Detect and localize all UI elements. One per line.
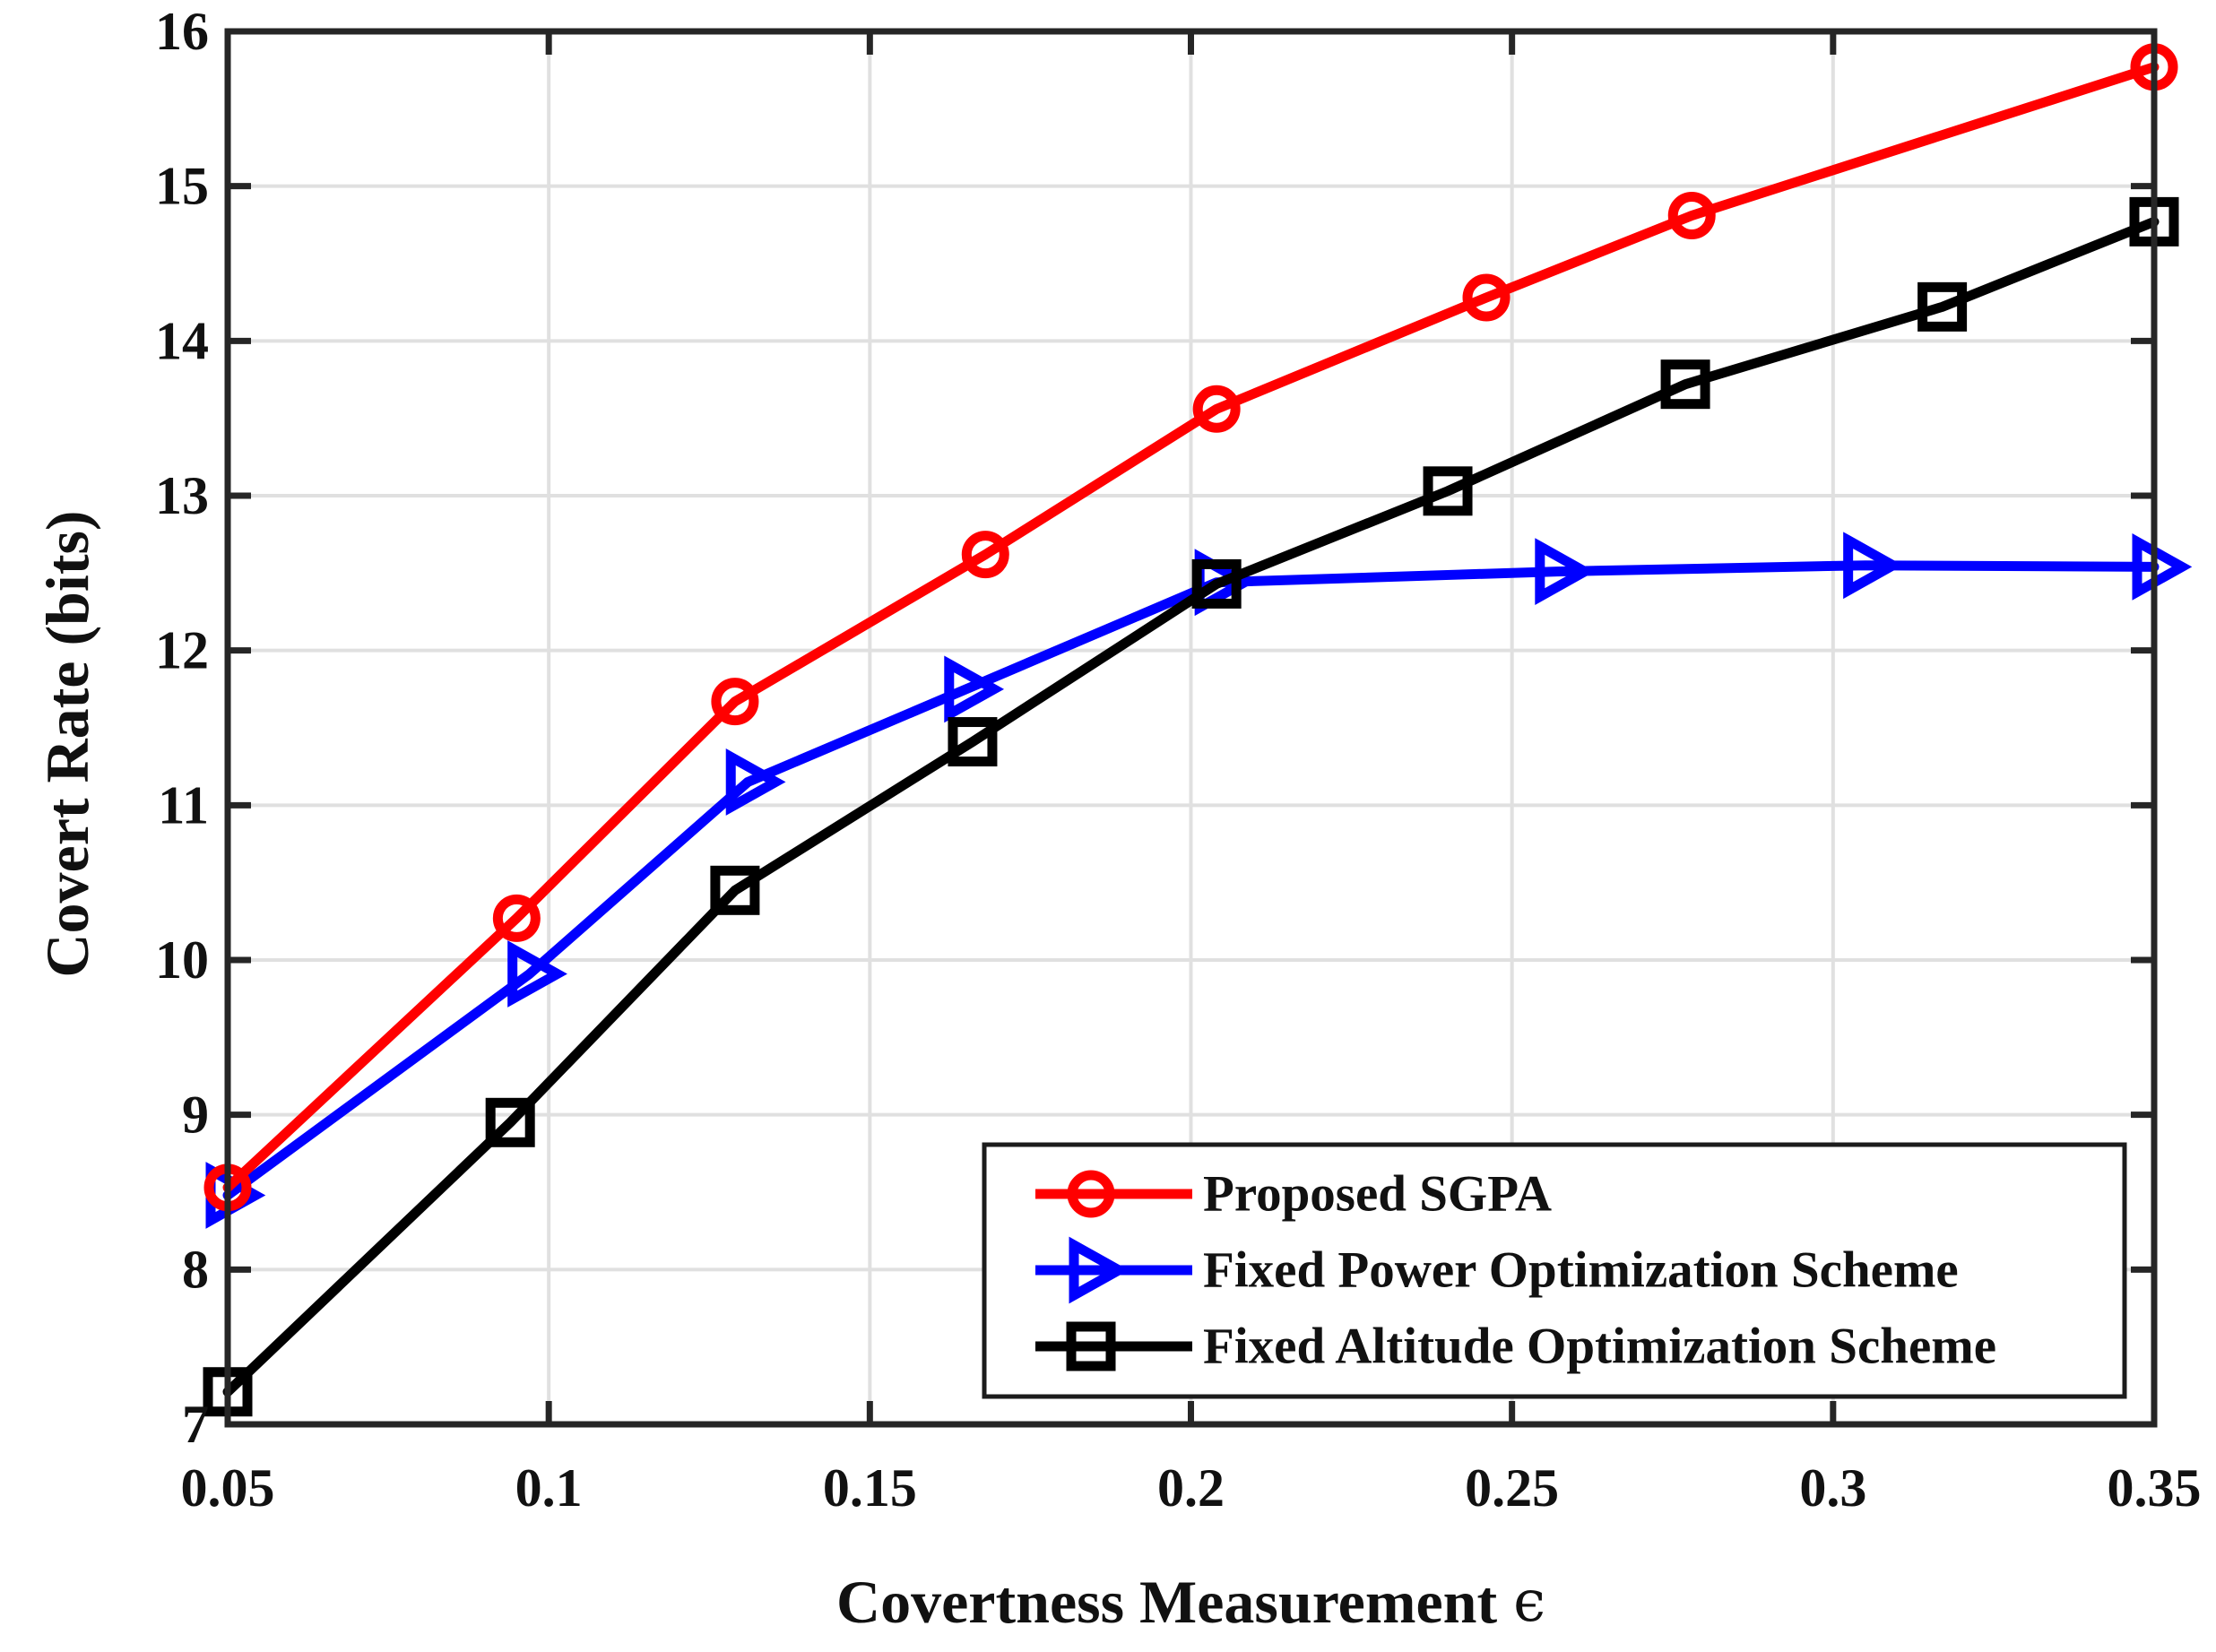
epsilon-symbol: ϵ	[1513, 1569, 1545, 1635]
series-markers-fixed-altitude-optimization-scheme	[203, 196, 2179, 1417]
tick-marks	[224, 28, 2158, 1428]
x-tick-label: 0.15	[823, 1458, 917, 1518]
y-tick-label: 11	[158, 775, 209, 835]
x-axis-title-text: Covertness Measurement	[836, 1568, 1497, 1636]
series-proposed-sgpa	[203, 43, 2178, 1212]
series-line-fixed-altitude-optimization-scheme	[222, 216, 2160, 1397]
x-tick-label: 0.2	[1157, 1458, 1225, 1518]
y-tick-labels: 7 8 9 10 11 12 13 14 15 16	[155, 2, 209, 1454]
x-tick-label: 0.05	[181, 1458, 275, 1518]
series-line-proposed-sgpa	[222, 62, 2160, 1193]
legend: Proposed SGPA Fixed Power Optimization Sc…	[982, 1142, 2127, 1399]
data-point-square-marker	[948, 717, 998, 767]
data-point-triangle-right-marker	[944, 655, 1005, 723]
series-markers-proposed-sgpa	[203, 43, 2178, 1212]
y-tick-label: 8	[182, 1240, 209, 1299]
legend-item-fixed-power-optimization-scheme: Fixed Power Optimization Scheme	[1035, 1236, 1959, 1304]
data-point-square-marker	[1917, 281, 1968, 332]
y-tick-label: 13	[155, 466, 209, 525]
y-tick-label: 12	[155, 621, 209, 680]
y-tick-label: 16	[155, 2, 209, 61]
data-point-triangle-right-marker	[725, 748, 786, 816]
legend-circle-marker	[1067, 1170, 1115, 1218]
y-axis-title: Covert Rate (bits)	[33, 510, 101, 977]
data-point-circle-marker	[1462, 273, 1511, 322]
data-point-circle-marker	[492, 894, 541, 942]
y-tick-label: 10	[155, 930, 209, 990]
data-point-square-marker	[485, 1097, 535, 1147]
y-tick-label: 9	[182, 1085, 209, 1145]
legend-label: Proposed SGPA	[1203, 1166, 1552, 1223]
data-point-circle-marker	[1667, 191, 1716, 239]
y-tick-label: 7	[182, 1395, 209, 1454]
legend-label: Fixed Power Optimization Scheme	[1203, 1242, 1959, 1299]
legend-item-proposed-sgpa: Proposed SGPA	[1035, 1166, 1552, 1223]
series-fixed-power-optimization-scheme	[205, 532, 2193, 1229]
legend-square-marker	[1066, 1321, 1116, 1371]
data-point-triangle-right-marker	[2132, 533, 2193, 601]
y-tick-label: 15	[155, 157, 209, 216]
data-point-circle-marker	[711, 678, 759, 726]
data-point-triangle-right-marker	[1843, 532, 1903, 600]
data-point-circle-marker	[961, 531, 1009, 579]
x-tick-label: 0.3	[1799, 1458, 1866, 1518]
data-point-square-marker	[1660, 359, 1710, 410]
data-point-circle-marker	[1192, 385, 1241, 433]
series-fixed-altitude-optimization-scheme	[203, 196, 2179, 1417]
x-tick-label: 0.1	[515, 1458, 583, 1518]
y-tick-label: 14	[155, 311, 209, 370]
data-point-square-marker	[710, 865, 760, 915]
x-tick-label: 0.25	[1465, 1458, 1559, 1518]
data-point-triangle-right-marker	[1535, 538, 1596, 605]
x-axis-title: Covertness Measurement ϵ	[836, 1568, 1545, 1636]
x-tick-label: 0.35	[2108, 1458, 2202, 1518]
legend-triangle-right-marker	[1069, 1236, 1130, 1304]
data-point-triangle-right-marker	[507, 940, 567, 1008]
data-point-square-marker	[1191, 558, 1242, 609]
x-tick-labels: 0.05 0.1 0.15 0.2 0.25 0.3 0.35	[181, 1458, 2202, 1518]
legend-item-fixed-altitude-optimization-scheme: Fixed Altitude Optimization Scheme	[1035, 1319, 1996, 1375]
series-line-fixed-power-optimization-scheme	[222, 560, 2160, 1200]
data-point-square-marker	[1423, 466, 1473, 516]
legend-label: Fixed Altitude Optimization Scheme	[1203, 1319, 1996, 1375]
